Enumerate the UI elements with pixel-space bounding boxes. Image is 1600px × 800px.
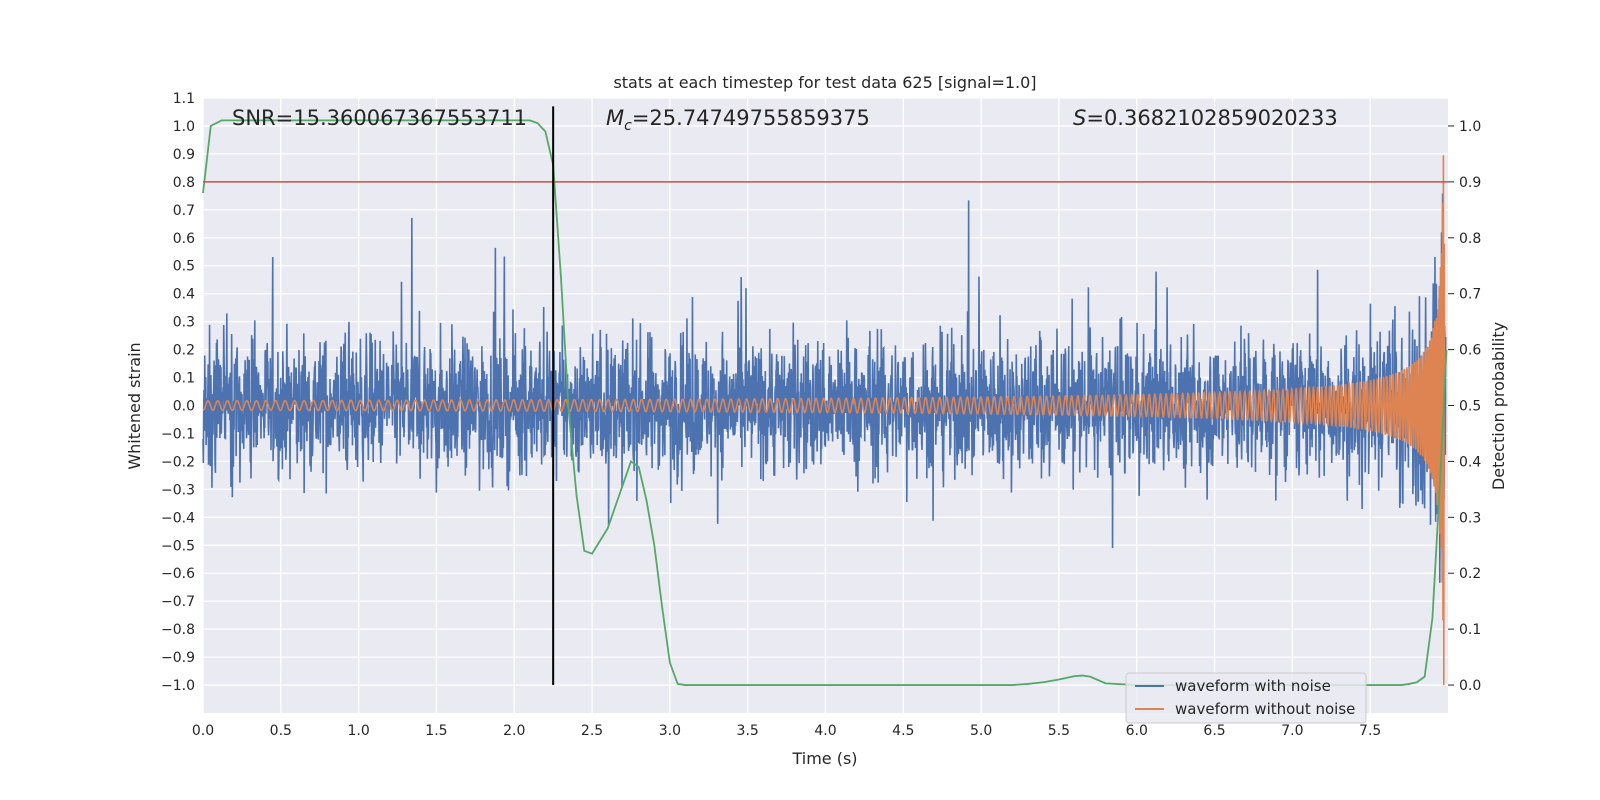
y-tick-label: −0.4	[161, 510, 195, 526]
y2-tick-label: 0.5	[1459, 399, 1481, 415]
x-tick-label: 4.5	[892, 723, 914, 739]
x-tick-label: 7.5	[1359, 723, 1381, 739]
y2-axis-label: Detection probability	[1489, 322, 1508, 490]
x-tick-label: 4.0	[814, 723, 836, 739]
legend-label-without-noise: waveform without noise	[1175, 700, 1355, 718]
noise-waveform-line	[202, 193, 1447, 583]
x-tick-label: 1.0	[347, 723, 369, 739]
y-tick-label: −0.2	[161, 454, 195, 470]
chirp-mass-subscript: c	[624, 118, 632, 134]
x-tick-label: 3.0	[659, 723, 681, 739]
x-tick-label: 0.0	[192, 723, 214, 739]
y-tick-label: 0.9	[173, 147, 195, 163]
legend-label-with-noise: waveform with noise	[1175, 677, 1331, 695]
y-axis-label: Whitened strain	[125, 342, 144, 469]
legend-box	[1125, 672, 1367, 724]
chirp-mass-annotation: Mc=25.74749755859375	[606, 106, 870, 134]
s-symbol: S	[1073, 106, 1086, 130]
y2-tick-label: 0.2	[1459, 566, 1481, 582]
x-tick-label: 2.0	[503, 723, 525, 739]
y-tick-label: 0.4	[173, 287, 195, 303]
y-tick-label: 0.3	[173, 315, 195, 331]
s-annotation: S=0.3682102859020233	[1073, 106, 1338, 130]
y2-tick-label: 0.4	[1459, 454, 1481, 470]
chart-title: stats at each timestep for test data 625…	[613, 73, 1036, 92]
y-tick-label: −0.5	[161, 538, 195, 554]
y-tick-label: −0.8	[161, 622, 195, 638]
y-tick-label: 0.6	[173, 231, 195, 247]
y-tick-label: −0.9	[161, 650, 195, 666]
y-tick-label: −0.6	[161, 566, 195, 582]
y2-tick-label: 1.0	[1459, 119, 1481, 135]
y2-tick-label: 0.7	[1459, 287, 1481, 303]
y-tick-label: 0.0	[173, 399, 195, 415]
x-tick-label: 6.0	[1126, 723, 1148, 739]
x-tick-label: 5.5	[1048, 723, 1070, 739]
series-waveform-with-noise	[202, 193, 1447, 583]
legend: waveform with noise waveform without noi…	[1125, 672, 1367, 724]
y2-tick-label: 0.9	[1459, 175, 1481, 191]
y-tick-label: −0.3	[161, 482, 195, 498]
snr-annotation: SNR=15.360067367553711	[232, 106, 527, 130]
clean-waveform-line	[202, 155, 1446, 685]
y2-tick-label: 0.8	[1459, 231, 1481, 247]
x-tick-label: 1.5	[425, 723, 447, 739]
y2-tick-label: 0.6	[1459, 343, 1481, 359]
y2-tick-label: 0.1	[1459, 622, 1481, 638]
x-tick-label: 3.5	[737, 723, 759, 739]
y-tick-label: 0.8	[173, 175, 195, 191]
y-tick-label: −0.7	[161, 594, 195, 610]
x-tick-labels: 0.0 0.5 1.0 1.5 2.0 2.5 3.0 3.5 4.0 4.5 5.0 5.5 6.0 6…	[192, 723, 1381, 739]
y-tick-label: 0.7	[173, 203, 195, 219]
s-value: =0.3682102859020233	[1086, 106, 1337, 130]
x-tick-label: 7.0	[1281, 723, 1303, 739]
y-tick-label: −0.1	[161, 426, 195, 442]
y2-tick-label: 0.3	[1459, 510, 1481, 526]
y-tick-labels: −1.0 −0.9 −0.8 −0.7 −0.6 −0.5 −0.4 −0.3 −0.2 −0.1…	[161, 91, 195, 694]
y-tick-label: −1.0	[161, 678, 195, 694]
series-waveform-without-noise	[202, 155, 1446, 685]
chirp-mass-symbol: M	[606, 106, 624, 130]
y-tick-label: 1.1	[173, 91, 195, 107]
y2-tick-labels: 0.0 0.1 0.2 0.3 0.4 0.5 0.6 0.7 0.8 0.9 1.0	[1448, 119, 1481, 694]
x-tick-label: 5.0	[970, 723, 992, 739]
y-tick-label: 0.2	[173, 343, 195, 359]
x-tick-label: 0.5	[270, 723, 292, 739]
x-tick-label: 2.5	[581, 723, 603, 739]
y2-tick-label: 0.0	[1459, 678, 1481, 694]
chirp-mass-value: =25.74749755859375	[632, 106, 870, 130]
y-tick-label: 0.5	[173, 259, 195, 275]
y-tick-label: 1.0	[173, 119, 195, 135]
x-tick-label: 6.5	[1203, 723, 1225, 739]
x-axis-label: Time (s)	[791, 749, 857, 768]
y-tick-label: 0.1	[173, 371, 195, 387]
